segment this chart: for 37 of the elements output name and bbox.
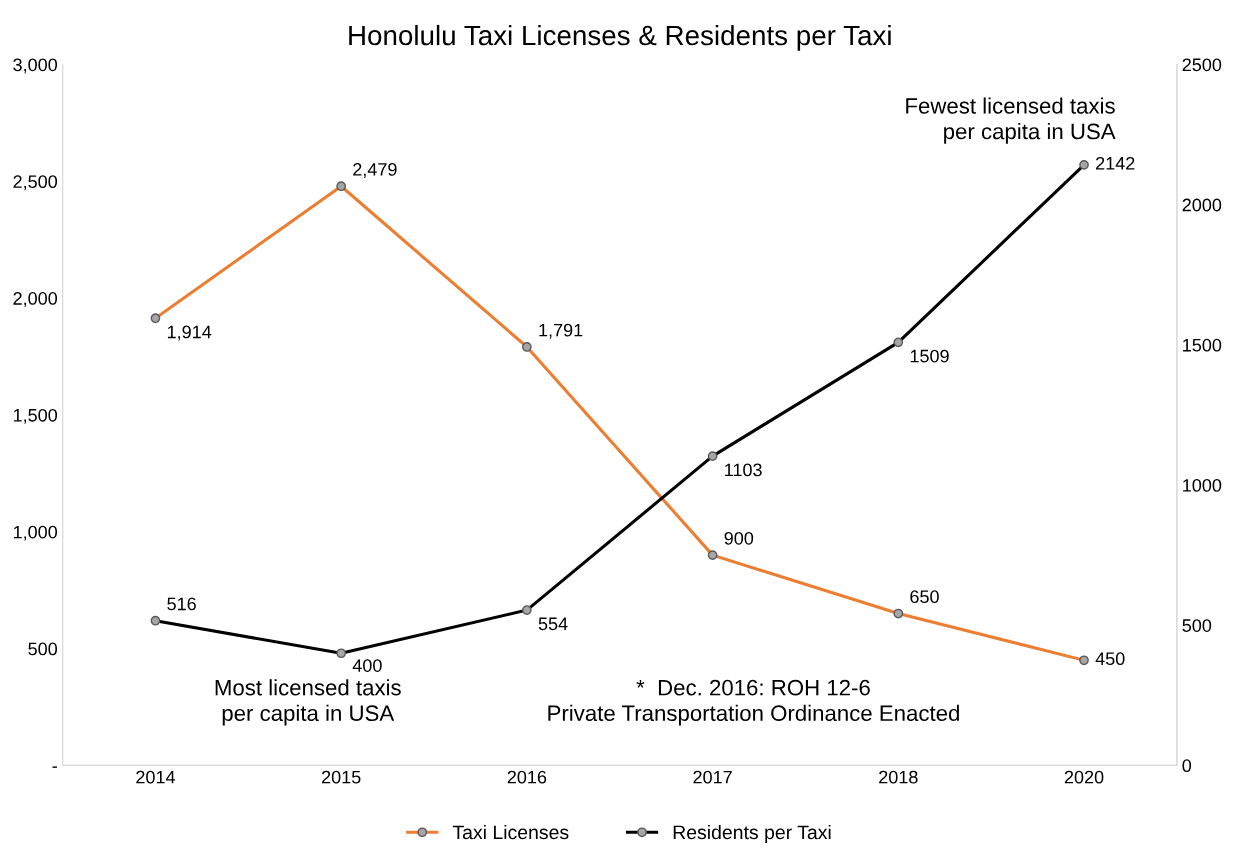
annotation: Fewest licensed taxis per capita in USA xyxy=(906,97,1116,144)
y-tick-label: 1,000 xyxy=(13,525,58,541)
y2-tick-label: 0 xyxy=(1182,759,1192,773)
x-tick-label: 2020 xyxy=(1064,770,1104,784)
y-tick-label: 1,500 xyxy=(13,408,58,424)
y-tick-label: 3,000 xyxy=(13,58,58,74)
legend-label: Residents per Taxi xyxy=(673,824,831,844)
x-tick-label: 2016 xyxy=(507,770,547,784)
y-tick-label: 2,000 xyxy=(13,292,58,307)
data-label: 650 xyxy=(910,590,939,604)
y-tick-label: 500 xyxy=(28,642,58,656)
chart-title: Honolulu Taxi Licenses & Residents per Taxi xyxy=(349,24,891,51)
x-tick-label: 2018 xyxy=(879,770,918,784)
data-label: 450 xyxy=(1095,652,1125,666)
y2-tick-label: 2500 xyxy=(1182,58,1222,72)
data-label: 1509 xyxy=(910,349,949,363)
data-label: 1,791 xyxy=(539,323,583,339)
x-tick-label: 2015 xyxy=(322,770,361,784)
y2-tick-label: 1000 xyxy=(1183,478,1222,492)
x-tick-label: 2017 xyxy=(693,770,732,784)
data-label: 554 xyxy=(538,617,568,631)
data-label: 1,914 xyxy=(167,325,212,341)
data-label: 400 xyxy=(352,659,382,672)
y-tick-label: 2,500 xyxy=(13,175,58,191)
annotation: Most licensed taxis per capita in USA xyxy=(215,679,401,726)
x-tick-label: 2014 xyxy=(136,770,176,784)
annotation: * Dec. 2016: ROH 12-6 Private Transportation Ordinance Enacted xyxy=(548,679,959,726)
legend-label: Taxi Licenses xyxy=(452,824,569,840)
data-label: 516 xyxy=(167,597,196,611)
y2-tick-label: 500 xyxy=(1182,619,1212,632)
data-label: 2142 xyxy=(1096,156,1135,170)
y-tick-label: - xyxy=(52,766,57,768)
data-label: 2,479 xyxy=(353,163,397,178)
data-label: 1103 xyxy=(725,463,762,477)
y2-tick-label: 1500 xyxy=(1183,338,1222,352)
y2-tick-label: 2000 xyxy=(1182,198,1222,212)
data-label: 900 xyxy=(724,531,754,545)
